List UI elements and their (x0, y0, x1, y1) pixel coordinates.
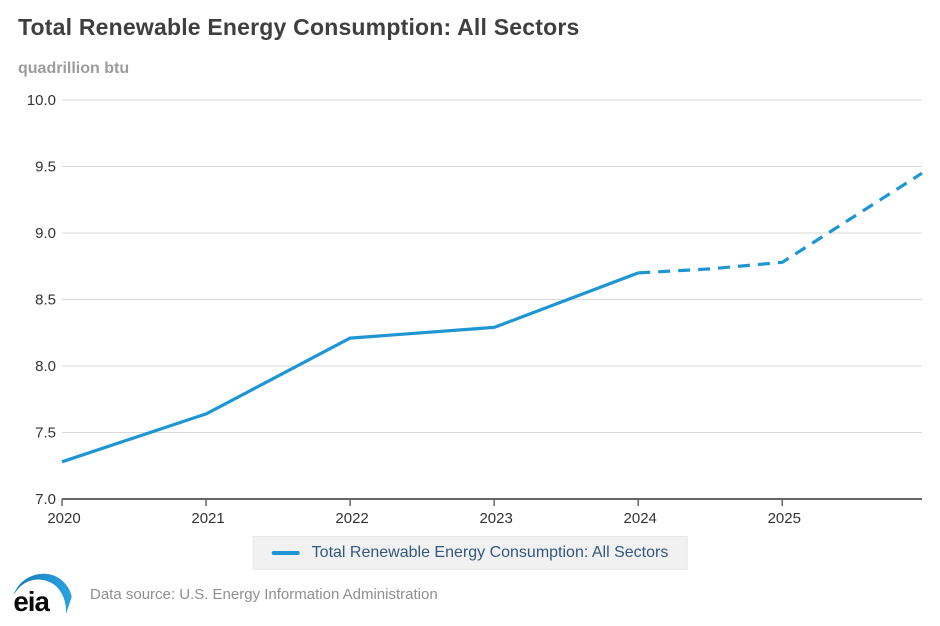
x-axis-tick-label: 2021 (191, 510, 224, 527)
legend-item-label: Total Renewable Energy Consumption: All … (311, 544, 669, 561)
forecast-series-line (638, 171, 923, 275)
y-axis-tick-label: 8.0 (35, 358, 56, 375)
x-axis-tick-label: 2025 (768, 510, 801, 527)
y-axis-tick-label: 9.0 (35, 225, 56, 242)
eia-logo: eia (13, 573, 72, 616)
y-axis-tick-label: 7.5 (35, 425, 56, 442)
y-axis-tick-label: 9.5 (35, 159, 56, 176)
y-axis-tick-label: 10.0 (27, 92, 56, 109)
x-axis-tick-label: 2022 (335, 510, 368, 527)
y-axis-units-label: quadrillion btu (18, 60, 130, 77)
footer: eia Data source: U.S. Energy Information… (12, 572, 438, 616)
eia-logo-swoosh-icon (13, 573, 72, 615)
x-axis-tick-label: 2023 (479, 510, 512, 527)
x-axis-tick-label: 2024 (624, 510, 657, 527)
legend[interactable]: Total Renewable Energy Consumption: All … (252, 536, 688, 570)
x-axis-tick-label: 2020 (47, 510, 80, 527)
y-axis-tick-label: 8.5 (35, 292, 56, 309)
eia-logo-text: eia (13, 586, 50, 616)
legend-line-swatch (271, 551, 300, 555)
y-axis-tick-label: 7.0 (35, 491, 56, 508)
history-series-line (61, 271, 639, 464)
data-source-text: Data source: U.S. Energy Information Adm… (90, 585, 438, 603)
chart-title: Total Renewable Energy Consumption: All … (18, 14, 580, 40)
